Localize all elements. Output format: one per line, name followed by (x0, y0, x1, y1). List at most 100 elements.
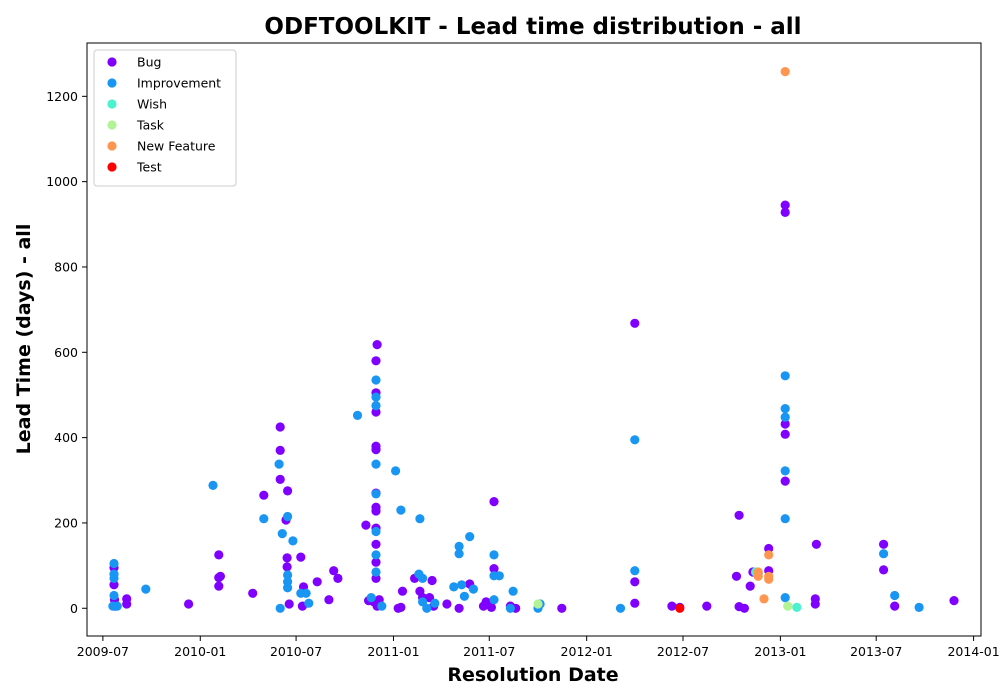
data-point-bug (489, 564, 499, 574)
data-point-bug (284, 599, 294, 609)
legend-label: New Feature (137, 139, 216, 154)
y-tick-label: 1200 (46, 89, 78, 104)
data-point-bug (282, 553, 292, 563)
legend: Bug Improvement Wish Task New Feature Test (93, 49, 237, 187)
data-point-bug (739, 603, 750, 613)
y-axis-label: Lead Time (days) - all (13, 224, 35, 455)
legend-label: Test (136, 160, 162, 175)
x-tick-label: 2010-01 (174, 644, 226, 659)
data-point-bug (734, 510, 744, 520)
data-point-improvement (422, 603, 432, 613)
data-point-improvement (109, 590, 119, 601)
x-tick-label: 2011-01 (367, 644, 419, 659)
data-point-improvement (371, 526, 381, 537)
data-point-bug (630, 598, 640, 608)
data-point-bug (371, 557, 381, 567)
data-point-improvement (304, 598, 314, 608)
legend-label: Task (136, 118, 165, 133)
data-point-improvement (468, 584, 478, 594)
data-point-improvement (780, 514, 790, 524)
x-tick-label: 2010-07 (270, 644, 322, 659)
legend-label: Wish (137, 97, 167, 112)
data-point-improvement (459, 591, 469, 601)
data-point-bug (745, 581, 755, 591)
data-point-improvement (377, 601, 387, 611)
data-point-bug (214, 550, 224, 560)
data-point-improvement (449, 582, 459, 592)
data-point-bug (486, 602, 496, 613)
data-point-improvement (454, 541, 464, 552)
data-point-task (533, 599, 543, 609)
x-tick-label: 2011-07 (463, 644, 515, 659)
plot-frame (86, 42, 982, 637)
data-point-new-feature (780, 67, 790, 77)
data-point-bug (248, 588, 258, 598)
data-point-improvement (465, 532, 475, 542)
data-point-bug (879, 565, 889, 575)
data-point-bug (780, 429, 790, 439)
data-point-bug (810, 599, 820, 609)
data-point-bug (454, 603, 464, 613)
data-point-new-feature (764, 550, 774, 560)
data-point-bug (283, 486, 293, 496)
x-tick-label: 2012-01 (561, 644, 613, 659)
y-tick-label: 200 (54, 515, 78, 530)
data-point-improvement (630, 566, 640, 576)
data-point-improvement (366, 593, 376, 603)
data-point-new-feature (753, 571, 763, 581)
data-point-wish (792, 602, 802, 613)
x-tick-label: 2009-07 (77, 644, 129, 659)
data-point-bug (667, 601, 677, 611)
data-point-improvement (391, 466, 401, 476)
data-points (108, 67, 959, 613)
data-point-bug (275, 474, 285, 484)
data-point-bug (780, 200, 790, 210)
data-point-bug (780, 207, 790, 217)
data-point-bug (275, 422, 285, 432)
data-point-bug (184, 599, 194, 609)
data-point-bug (371, 445, 381, 455)
data-point-improvement (489, 595, 499, 605)
data-point-improvement (371, 401, 381, 411)
data-point-improvement (371, 567, 381, 577)
data-point-improvement (780, 412, 790, 422)
data-point-bug (442, 599, 452, 609)
data-point-bug (489, 497, 499, 507)
data-point-bug (731, 571, 742, 581)
data-point-improvement (505, 603, 515, 613)
data-point-bug (361, 520, 371, 530)
data-point-improvement (396, 505, 406, 515)
data-point-improvement (277, 529, 287, 539)
data-point-bug (372, 340, 382, 350)
data-point-improvement (780, 371, 790, 381)
data-point-improvement (630, 435, 640, 445)
data-point-improvement (494, 571, 504, 581)
x-axis-ticks: 2009-07 2010-01 2010-07 2011-01 2011-07 2012-… (77, 636, 1000, 659)
legend-box (93, 49, 237, 187)
y-tick-label: 400 (54, 430, 78, 445)
data-point-bug (780, 476, 790, 486)
data-point-improvement (890, 590, 900, 601)
data-point-bug (557, 603, 567, 613)
data-point-improvement (415, 514, 425, 524)
data-point-bug (371, 506, 381, 516)
data-point-improvement (208, 480, 218, 490)
data-point-improvement (259, 514, 269, 524)
data-point-improvement (275, 603, 285, 613)
data-point-improvement (615, 603, 626, 613)
y-tick-label: 1000 (46, 174, 78, 189)
data-point-improvement (371, 375, 381, 385)
data-point-bug (890, 601, 900, 611)
legend-marker (107, 57, 117, 67)
legend-marker (107, 162, 117, 172)
x-tick-label: 2012-07 (657, 644, 709, 659)
data-point-improvement (283, 511, 293, 522)
legend-marker (107, 141, 117, 151)
data-point-bug (764, 543, 774, 554)
data-point-bug (296, 552, 306, 562)
data-point-bug (282, 562, 292, 572)
data-point-bug (371, 573, 381, 584)
data-point-bug (329, 566, 339, 576)
data-point-bug (630, 318, 640, 328)
y-tick-label: 600 (54, 345, 78, 360)
